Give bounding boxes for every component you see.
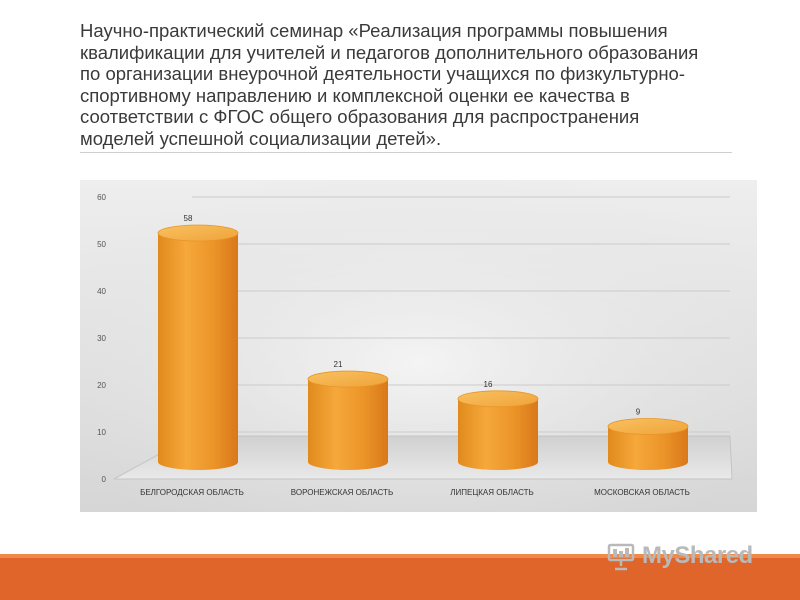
x-tick-label: ЛИПЕЦКАЯ ОБЛАСТЬ (450, 488, 534, 497)
data-label: 16 (484, 380, 493, 389)
watermark-text: MyShared (642, 542, 753, 569)
bar-top (607, 418, 689, 435)
y-tick-label: 30 (97, 334, 106, 343)
title-divider (80, 152, 732, 153)
data-label: 21 (334, 360, 343, 369)
y-tick-label: 50 (97, 240, 106, 249)
footer-band-highlight (0, 554, 800, 558)
bar-body (158, 232, 238, 470)
presentation-icon (607, 543, 635, 571)
slide-title: Научно-практический семинар «Реализация … (80, 20, 699, 149)
x-tick-label: ВОРОНЕЖСКАЯ ОБЛАСТЬ (291, 488, 393, 497)
y-tick-label: 10 (97, 428, 106, 437)
bar-top (307, 370, 389, 388)
y-tick-label: 0 (102, 475, 107, 484)
y-tick-label: 60 (97, 193, 106, 202)
bar (307, 370, 389, 470)
y-tick-label: 40 (97, 287, 106, 296)
chart-floor (113, 435, 733, 480)
bar (607, 418, 689, 470)
bar-top (457, 390, 539, 408)
y-tick-label: 20 (97, 381, 106, 390)
data-label: 9 (636, 407, 641, 416)
bar-top (157, 224, 239, 242)
x-tick-label: МОСКОВСКАЯ ОБЛАСТЬ (594, 488, 690, 497)
footer-band (0, 554, 800, 600)
bar (457, 390, 539, 470)
chart-panel: 0 10 20 30 40 50 60 58 21 16 9 БЕЛГОРОДСКАЯ ОБЛАС… (80, 180, 757, 512)
bar-chart: 0 10 20 30 40 50 60 58 21 16 9 БЕЛГОРОДСКАЯ ОБЛАС… (80, 180, 757, 512)
bar-body (308, 379, 388, 470)
x-tick-label: БЕЛГОРОДСКАЯ ОБЛАСТЬ (140, 488, 244, 497)
watermark-logo: MyShared (606, 538, 753, 574)
data-label: 58 (184, 214, 193, 223)
bar (157, 224, 239, 470)
bar-body (608, 426, 688, 470)
bar-body (458, 398, 538, 470)
